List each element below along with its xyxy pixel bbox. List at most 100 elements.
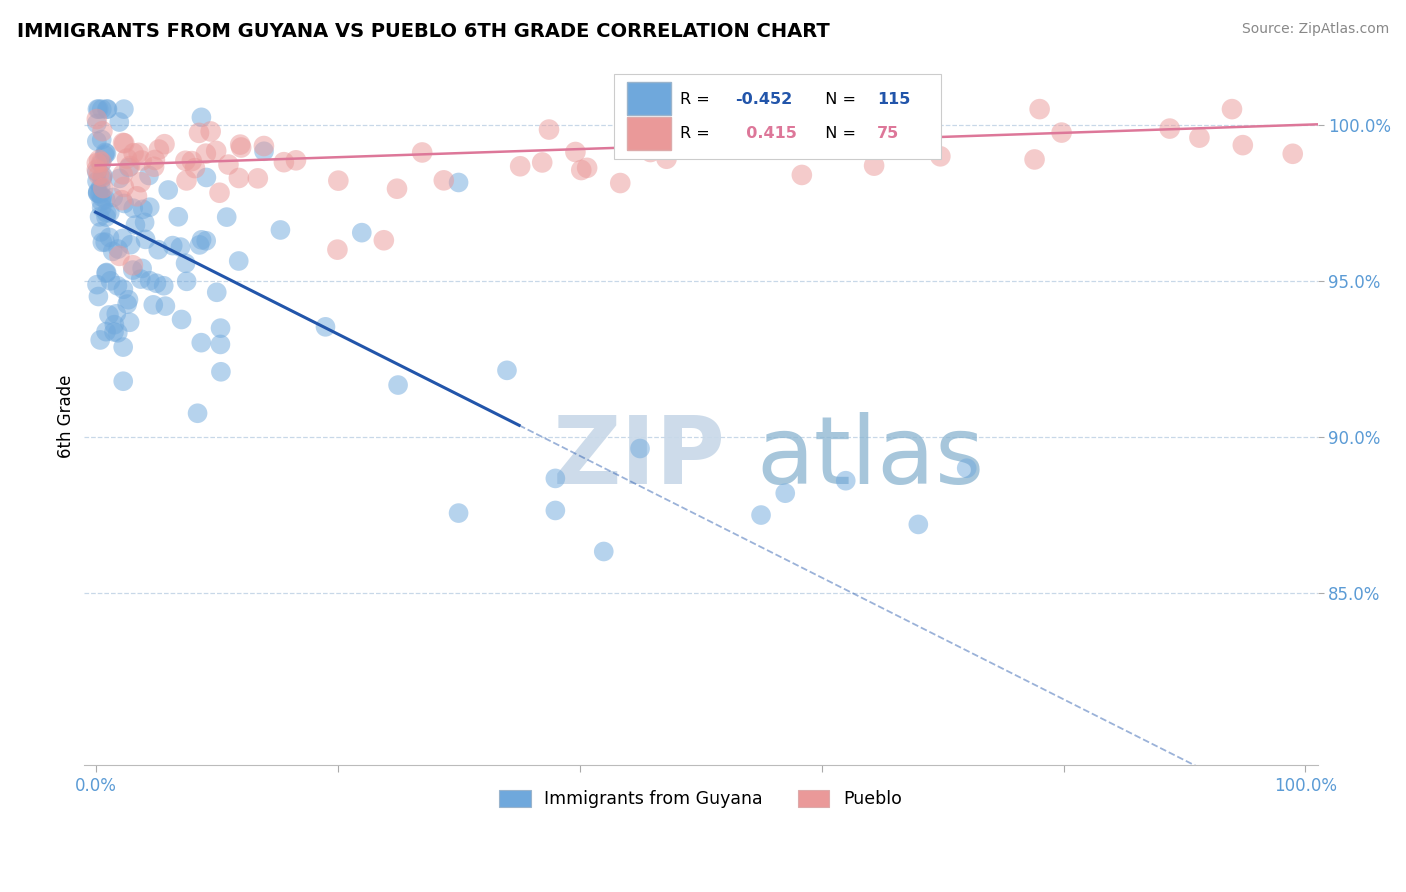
Point xyxy=(138,274,160,288)
Point xyxy=(122,201,145,215)
Point xyxy=(152,278,174,293)
Point xyxy=(544,503,567,517)
Point xyxy=(86,134,108,148)
Point xyxy=(648,129,671,144)
Point xyxy=(129,272,152,286)
Point xyxy=(138,169,160,183)
Point xyxy=(148,143,170,157)
Point xyxy=(170,312,193,326)
Point xyxy=(188,238,211,252)
Point xyxy=(544,471,567,485)
Point xyxy=(112,136,135,151)
Point xyxy=(863,159,886,173)
Point xyxy=(98,205,121,219)
Point xyxy=(205,144,228,158)
Point xyxy=(1232,138,1254,153)
Text: atlas: atlas xyxy=(756,412,984,505)
FancyBboxPatch shape xyxy=(614,74,941,159)
FancyBboxPatch shape xyxy=(627,117,671,150)
Point xyxy=(169,240,191,254)
Point xyxy=(145,277,167,291)
Point xyxy=(132,202,155,217)
Point xyxy=(90,179,112,194)
Point xyxy=(108,249,131,263)
Point xyxy=(564,145,586,159)
Point xyxy=(1159,121,1181,136)
Point xyxy=(190,111,212,125)
Point xyxy=(1050,126,1073,140)
Point xyxy=(101,190,124,204)
Point xyxy=(118,161,141,175)
Point xyxy=(138,200,160,214)
Point xyxy=(628,442,651,456)
Point xyxy=(108,171,131,186)
Point xyxy=(269,223,291,237)
Point xyxy=(200,124,222,138)
Point xyxy=(1281,146,1303,161)
Point xyxy=(94,266,117,280)
Point xyxy=(180,154,202,169)
Point xyxy=(124,218,146,232)
Point xyxy=(121,263,143,277)
Point xyxy=(190,335,212,350)
Point xyxy=(228,254,250,268)
Text: ZIP: ZIP xyxy=(553,412,725,505)
Point xyxy=(228,171,250,186)
Point xyxy=(96,146,118,161)
Point xyxy=(496,363,519,377)
Point xyxy=(447,506,470,520)
Point xyxy=(90,102,112,116)
Point xyxy=(89,333,111,347)
Legend: Immigrants from Guyana, Pueblo: Immigrants from Guyana, Pueblo xyxy=(492,783,908,815)
Point xyxy=(194,146,217,161)
Point xyxy=(103,325,125,339)
Point xyxy=(143,160,166,174)
Point xyxy=(1220,102,1243,116)
Point xyxy=(86,186,108,200)
Point xyxy=(94,325,117,339)
Point xyxy=(96,102,118,116)
Point xyxy=(107,278,129,293)
Point xyxy=(167,210,190,224)
Point xyxy=(273,155,295,169)
Point xyxy=(93,148,115,162)
Point xyxy=(148,243,170,257)
Point xyxy=(328,174,350,188)
Point xyxy=(118,315,141,329)
Point xyxy=(87,185,110,199)
Point xyxy=(107,242,129,256)
Point xyxy=(87,153,110,167)
Text: N =: N = xyxy=(815,127,862,142)
Point xyxy=(90,157,112,171)
Point xyxy=(209,321,232,335)
Point xyxy=(143,153,166,167)
Text: 75: 75 xyxy=(877,127,900,142)
Point xyxy=(142,298,165,312)
Text: R =: R = xyxy=(679,92,714,107)
Point xyxy=(107,326,129,340)
Point xyxy=(756,131,779,145)
Point xyxy=(174,256,197,270)
Point xyxy=(89,210,111,224)
Point xyxy=(187,406,209,420)
Point xyxy=(86,112,108,126)
Point xyxy=(253,139,276,153)
Point xyxy=(90,133,112,147)
Point xyxy=(90,194,112,209)
Point xyxy=(253,145,276,159)
Point xyxy=(112,136,135,150)
Point xyxy=(86,174,108,188)
Point xyxy=(112,340,135,354)
Point xyxy=(609,176,631,190)
Point xyxy=(640,145,662,159)
Point xyxy=(569,163,592,178)
Point xyxy=(91,235,114,250)
Point xyxy=(105,307,128,321)
Text: N =: N = xyxy=(815,92,862,107)
Point xyxy=(122,146,145,161)
Point xyxy=(350,226,373,240)
Point xyxy=(373,233,395,247)
Point xyxy=(96,265,118,279)
Point xyxy=(592,544,614,558)
Point xyxy=(94,235,117,249)
